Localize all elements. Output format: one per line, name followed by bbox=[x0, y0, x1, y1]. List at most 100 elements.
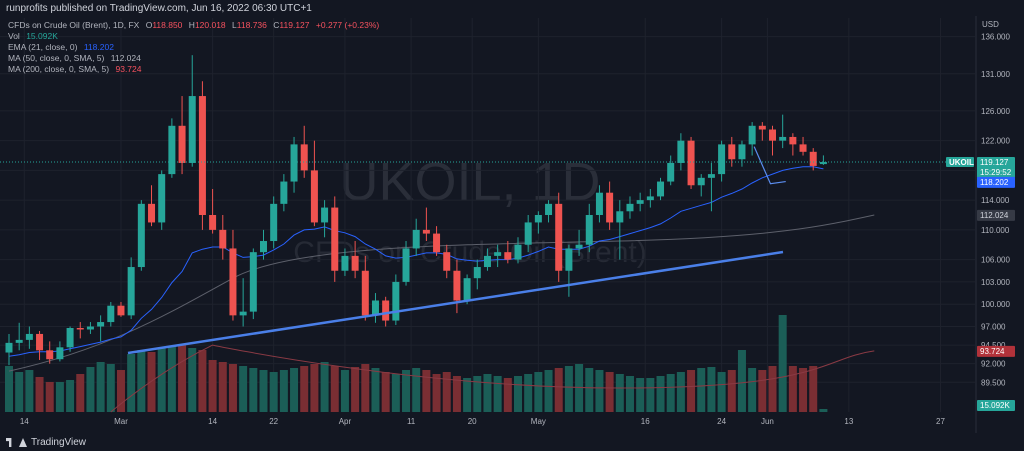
candle bbox=[443, 244, 451, 279]
candle bbox=[514, 237, 522, 264]
candle bbox=[534, 211, 542, 234]
candle-body bbox=[270, 203, 278, 242]
candle bbox=[677, 133, 685, 171]
volume-bar bbox=[422, 370, 431, 412]
volume-bar bbox=[514, 376, 522, 412]
ma200-tag-text: 93.724 bbox=[980, 347, 1005, 356]
candle-body bbox=[107, 305, 115, 323]
volume-bar bbox=[503, 378, 512, 412]
volume-bar bbox=[106, 364, 115, 412]
footer-bar bbox=[0, 433, 1024, 451]
candle bbox=[361, 255, 369, 321]
legend: CFDs on Crude Oil (Brent), 1D, FX O118.8… bbox=[8, 20, 379, 75]
candle bbox=[769, 125, 776, 156]
volume-bar bbox=[727, 370, 736, 412]
candle-body bbox=[463, 278, 471, 301]
price-tick-label: 110.000 bbox=[981, 226, 1010, 235]
volume-bar bbox=[748, 368, 757, 412]
time-tick-label: 14 bbox=[20, 417, 29, 426]
candle bbox=[310, 140, 318, 227]
candle-body bbox=[769, 129, 776, 141]
candle-body bbox=[290, 144, 298, 182]
candle bbox=[626, 196, 634, 219]
legend-ma200-row[interactable]: MA (200, close, 0, SMA, 5) 93.724 bbox=[8, 64, 379, 75]
candle bbox=[575, 229, 583, 256]
candle-body bbox=[667, 162, 675, 182]
candle-body bbox=[117, 305, 125, 316]
legend-volume-row[interactable]: Vol 15.092K bbox=[8, 31, 379, 42]
candle-body bbox=[758, 125, 766, 130]
ema-label: EMA (21, close, 0) bbox=[8, 42, 78, 52]
volume-bar bbox=[432, 374, 441, 412]
candle-body bbox=[433, 233, 441, 253]
ema-value: 118.202 bbox=[83, 42, 114, 52]
candle bbox=[371, 293, 379, 323]
volume-bar bbox=[646, 378, 655, 412]
candle-body bbox=[97, 322, 105, 327]
candle bbox=[422, 207, 430, 242]
axes: 136.000131.000126.000122.000118.000114.0… bbox=[20, 0, 1015, 433]
candle bbox=[667, 155, 675, 186]
currency-label: USD bbox=[982, 20, 999, 29]
ohlc-low-label: L118.736 bbox=[232, 20, 267, 30]
volume-bar bbox=[25, 370, 34, 412]
volume-bar bbox=[178, 344, 187, 412]
candle bbox=[178, 96, 186, 175]
candle bbox=[158, 170, 166, 230]
candle bbox=[46, 341, 54, 364]
time-tick-label: Jun bbox=[761, 417, 774, 426]
watermark-main: UKOIL, 1D bbox=[339, 152, 600, 212]
candle-body bbox=[198, 96, 206, 215]
candle-body bbox=[595, 192, 603, 215]
candle-body bbox=[66, 327, 74, 348]
volume-bar bbox=[687, 370, 696, 412]
candle-body bbox=[249, 252, 257, 312]
ohlc-close-label: C119.127 bbox=[273, 20, 309, 30]
candle-body bbox=[209, 215, 217, 230]
candle bbox=[331, 196, 339, 282]
volume-bar bbox=[381, 372, 390, 412]
volume-bar bbox=[656, 376, 665, 412]
tradingview-logo[interactable]: TradingView bbox=[6, 437, 86, 448]
volume-bar bbox=[625, 376, 634, 412]
candle bbox=[636, 192, 644, 212]
candle-body bbox=[351, 255, 359, 271]
candle bbox=[117, 301, 125, 317]
volume-bar bbox=[239, 366, 248, 412]
candle-body bbox=[86, 326, 94, 330]
volume-bar bbox=[442, 372, 451, 412]
price-tick-label: 114.000 bbox=[981, 196, 1010, 205]
time-tick-label: 11 bbox=[407, 417, 416, 426]
volume-bar bbox=[717, 372, 726, 412]
legend-ma50-row[interactable]: MA (50, close, 0, SMA, 5) 112.024 bbox=[8, 53, 379, 64]
candle bbox=[453, 259, 461, 314]
volume-bar bbox=[218, 362, 227, 412]
candle bbox=[15, 322, 23, 351]
last-price-tag-text: 119.127 bbox=[980, 158, 1009, 167]
candle-body bbox=[310, 170, 318, 223]
candle bbox=[412, 218, 420, 256]
ma50-tag-bg bbox=[977, 209, 1015, 221]
candle-body bbox=[392, 281, 400, 321]
candle-body bbox=[707, 174, 715, 178]
ma200-value: 93.724 bbox=[115, 64, 142, 74]
ohlc-h-label: H bbox=[188, 20, 195, 30]
candle bbox=[270, 196, 278, 249]
ohlc-change: +0.277 (+0.23%) bbox=[315, 20, 380, 30]
candle bbox=[646, 188, 654, 208]
price-tick-label: 97.000 bbox=[981, 323, 1006, 332]
candle-body bbox=[677, 140, 685, 163]
candle bbox=[718, 140, 726, 182]
volume-bar bbox=[493, 376, 502, 412]
volume-bar bbox=[86, 367, 95, 412]
volume-bar bbox=[483, 374, 492, 412]
volume-tag-bg bbox=[977, 400, 1015, 411]
legend-ema-row[interactable]: EMA (21, close, 0) 118.202 bbox=[8, 42, 379, 53]
candle-body bbox=[188, 96, 196, 163]
legend-symbol-row[interactable]: CFDs on Crude Oil (Brent), 1D, FX O118.8… bbox=[8, 20, 379, 31]
volume-bar bbox=[809, 366, 818, 412]
price-tick-label: 106.000 bbox=[981, 256, 1010, 265]
volume-bar bbox=[147, 352, 156, 412]
publisher-bar: runprofits published on TradingView.com,… bbox=[0, 0, 1024, 16]
